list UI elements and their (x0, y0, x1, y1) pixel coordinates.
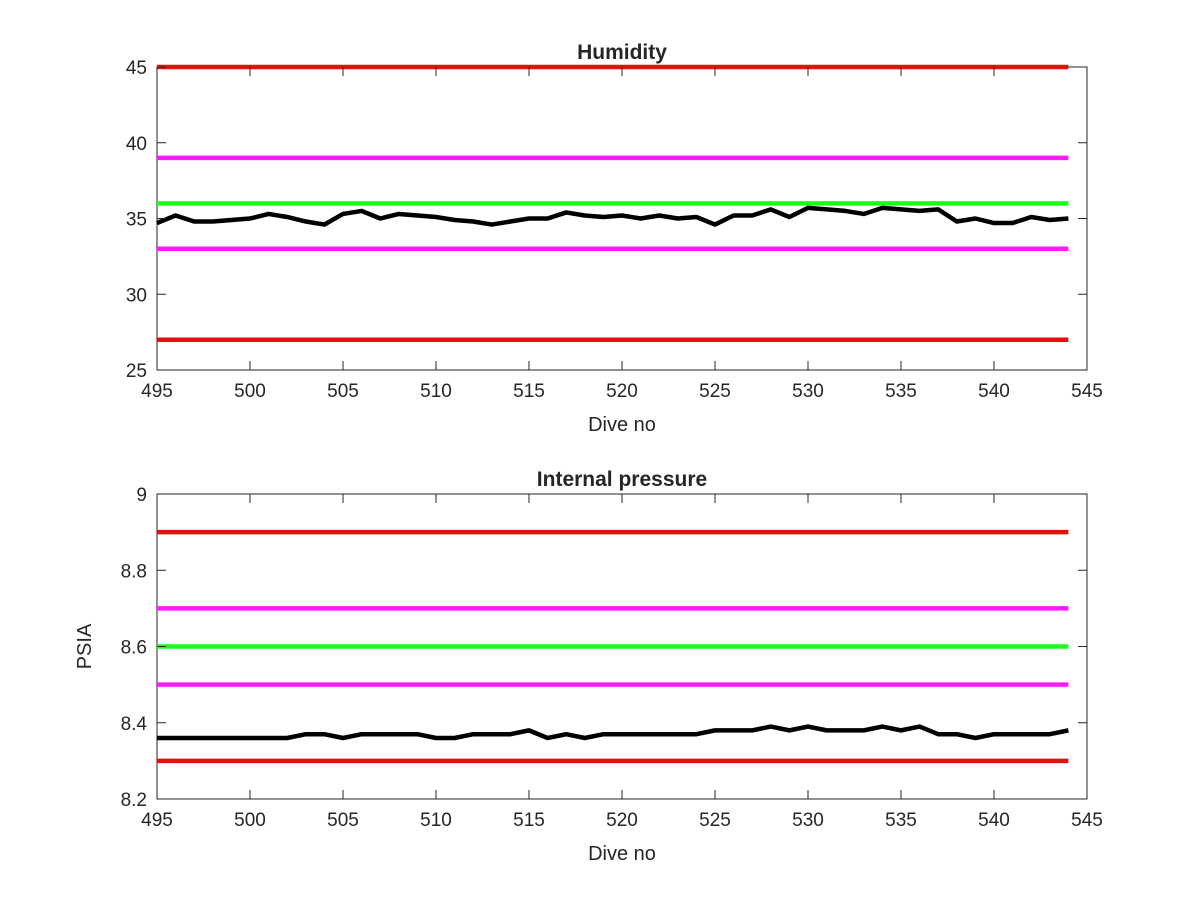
x-tick-label: 515 (513, 381, 545, 402)
series-line-1 (156, 205, 1069, 227)
x-tick-label: 510 (420, 810, 452, 831)
y-tick-label: 25 (126, 361, 147, 382)
y-tick-label: 30 (126, 285, 147, 306)
x-tick-label: 525 (699, 810, 731, 831)
x-tick-label: 540 (978, 810, 1010, 831)
x-tick-label: 520 (606, 810, 638, 831)
x-axis-label: Dive no (588, 843, 656, 865)
y-axis-label: PSIA (74, 623, 96, 669)
x-tick-label: 535 (885, 810, 917, 831)
x-tick-label: 525 (699, 381, 731, 402)
chart-panel-2: 495 500 505 510 515 520 525 530 535 540 545 8.2 8.4 8… (74, 468, 1103, 865)
y-tick-label: 40 (126, 134, 147, 155)
x-tick-label: 505 (327, 810, 359, 831)
x-tick-label: 515 (513, 810, 545, 831)
chart-title: Humidity (577, 41, 667, 64)
x-tick-label: 530 (792, 381, 824, 402)
x-tick-label: 500 (234, 810, 266, 831)
x-tick-label: 540 (978, 381, 1010, 402)
axes-box (156, 66, 1088, 371)
x-tick-label: 520 (606, 381, 638, 402)
y-tick-label: 8.6 (121, 638, 147, 659)
x-tick-label: 505 (327, 381, 359, 402)
y-tick-label: 8.2 (121, 790, 147, 811)
x-tick-label: 545 (1071, 810, 1103, 831)
x-axis-label: Dive no (588, 414, 656, 436)
y-tick-label: 9 (136, 485, 147, 506)
y-tick-label: 8.8 (121, 561, 147, 582)
series-line-1 (157, 724, 1069, 741)
chart-title: Internal pressure (537, 468, 707, 491)
x-tick-label: 495 (141, 810, 173, 831)
x-tick-label: 535 (885, 381, 917, 402)
y-tick-label: 35 (126, 210, 147, 231)
x-tick-label: 495 (141, 381, 173, 402)
chart-panel-1: 495 500 505 510 515 520 525 530 535 540 545 25 30 35 4… (126, 41, 1103, 436)
x-tick-label: 500 (234, 381, 266, 402)
y-tick-label: 45 (126, 58, 147, 79)
x-tick-label: 545 (1071, 381, 1103, 402)
x-tick-label: 510 (420, 381, 452, 402)
y-tick-label: 8.4 (121, 714, 148, 735)
x-tick-label: 530 (792, 810, 824, 831)
